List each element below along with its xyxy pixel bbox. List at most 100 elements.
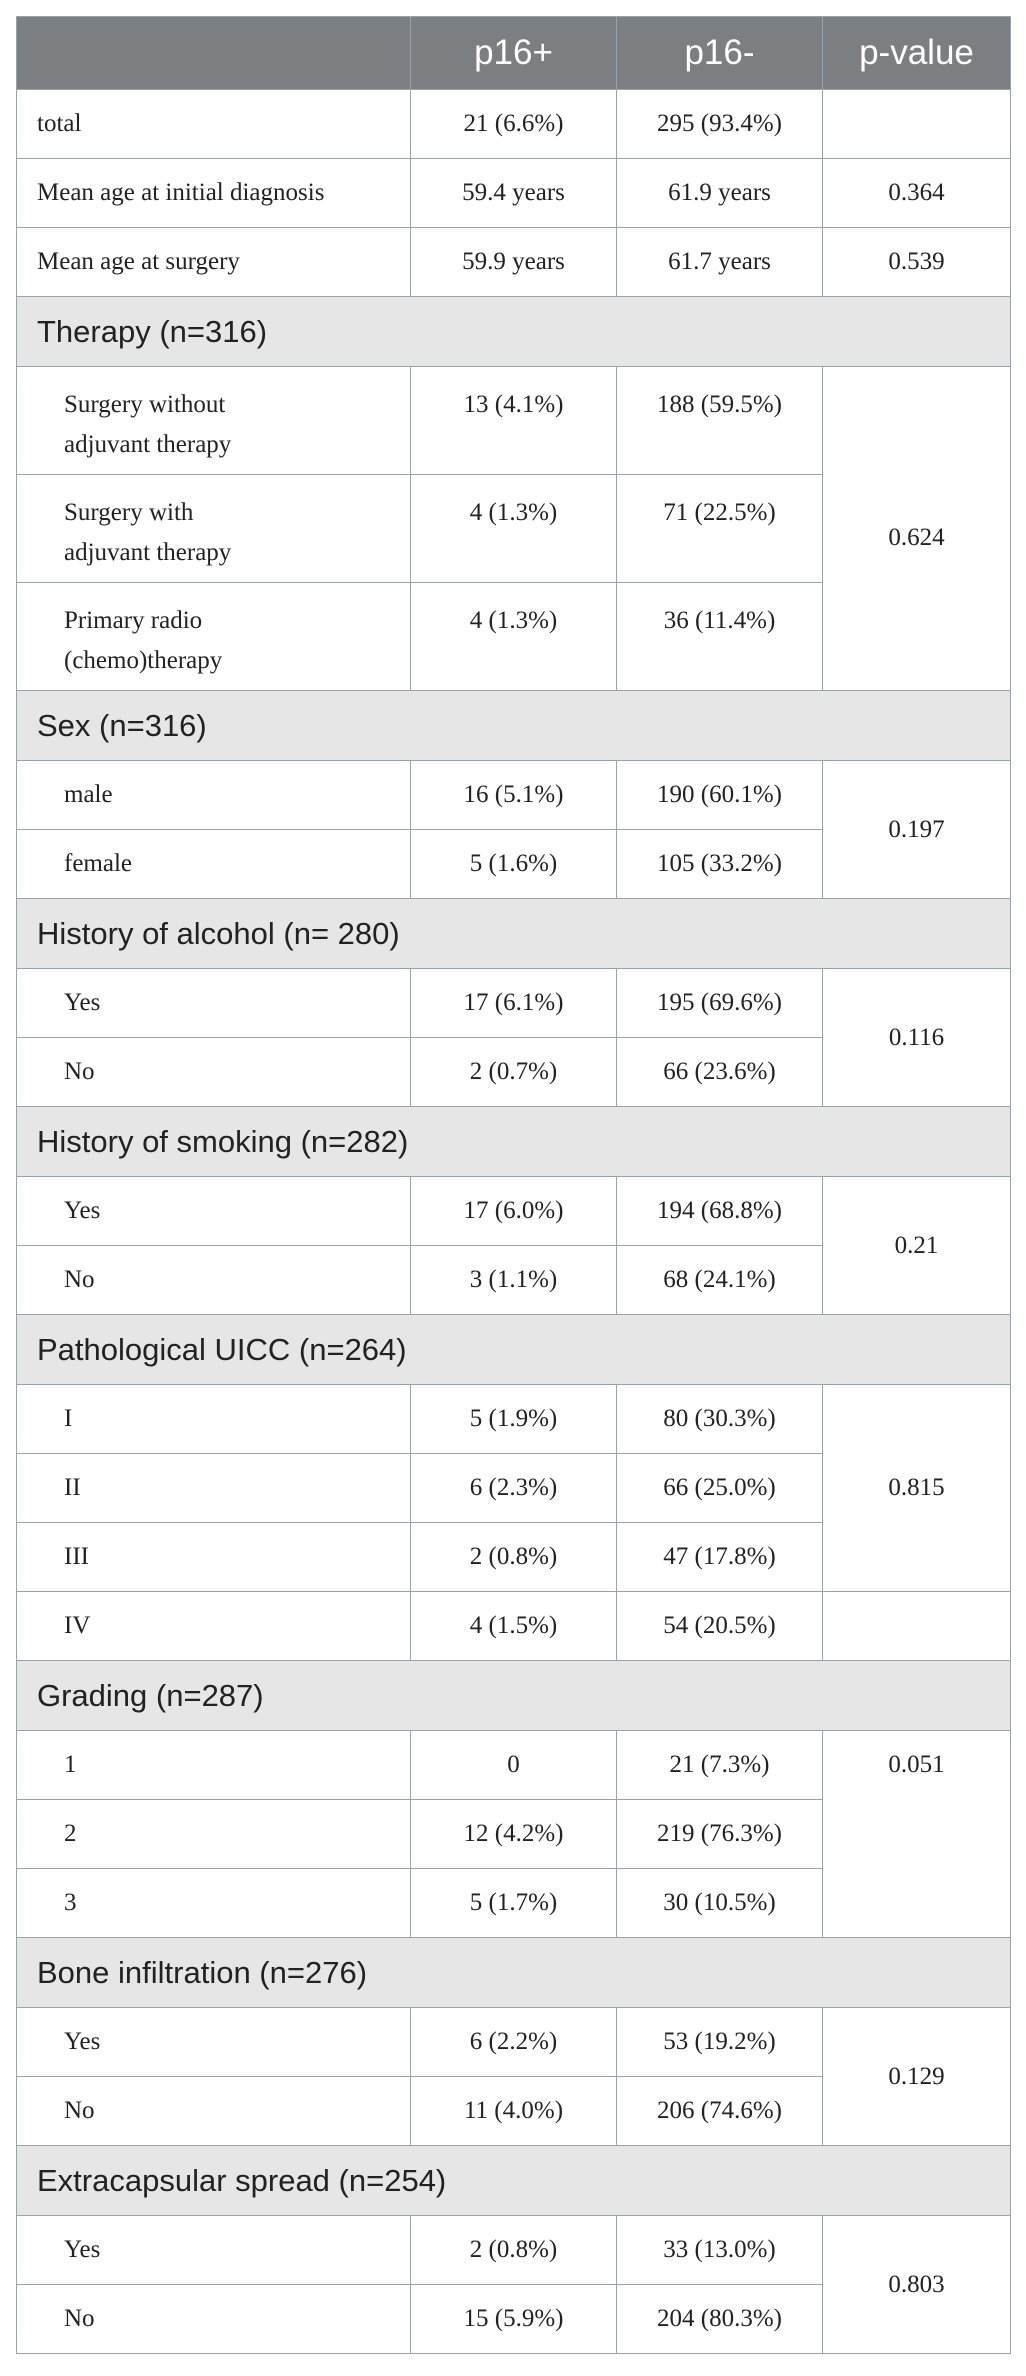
p16-positive-value: 3 (1.1%) (410, 1245, 617, 1315)
p16-positive-value: 2 (0.8%) (410, 2215, 617, 2285)
p16-negative-value: 295 (93.4%) (616, 89, 823, 159)
row-label: No (16, 1245, 411, 1315)
p-value-cell (822, 89, 1011, 159)
table-row: II 6 (2.3%) 66 (25.0%) (16, 1453, 1011, 1523)
section-header-bone-infiltration: Bone infiltration (n=276) (16, 1937, 1011, 2008)
row-label: 2 (16, 1799, 411, 1869)
section-header-uicc: Pathological UICC (n=264) (16, 1314, 1011, 1385)
p16-negative-value: 61.9 years (616, 158, 823, 228)
row-label: female (16, 829, 411, 899)
p16-positive-value: 15 (5.9%) (410, 2284, 617, 2354)
header-p16-positive: p16+ (410, 16, 617, 90)
p16-comparison-table: p16+ p16- p-value total 21 (6.6%) 295 (9… (16, 16, 1011, 2354)
row-label: IV (16, 1591, 411, 1661)
p16-positive-value: 4 (1.3%) (410, 474, 617, 583)
p16-positive-value: 59.4 years (410, 158, 617, 228)
row-label: Yes (16, 968, 411, 1038)
p16-negative-value: 105 (33.2%) (616, 829, 823, 899)
section-title: Sex (n=316) (16, 690, 1011, 761)
p16-negative-value: 204 (80.3%) (616, 2284, 823, 2354)
row-label-line-2: adjuvant therapy (64, 431, 232, 458)
section-title: Pathological UICC (n=264) (16, 1314, 1011, 1385)
p16-negative-value: 53 (19.2%) (616, 2007, 823, 2077)
row-label: No (16, 2284, 411, 2354)
table-row: Yes 6 (2.2%) 53 (19.2%) 0.129 (16, 2007, 1011, 2146)
row-label: No (16, 1037, 411, 1107)
row-label: II (16, 1453, 411, 1523)
table-row: Mean age at surgery 59.9 years 61.7 year… (16, 227, 1011, 297)
section-title: Bone infiltration (n=276) (16, 1937, 1011, 2008)
p16-negative-value: 30 (10.5%) (616, 1868, 823, 1938)
p16-positive-value: 17 (6.1%) (410, 968, 617, 1038)
section-header-extracapsular-spread: Extracapsular spread (n=254) (16, 2145, 1011, 2216)
table-row: 3 5 (1.7%) 30 (10.5%) (16, 1868, 1011, 1938)
table-row: No 11 (4.0%) 206 (74.6%) (16, 2076, 1011, 2146)
p-value-cell: 0.539 (822, 227, 1011, 297)
row-label: 3 (16, 1868, 411, 1938)
p16-positive-value: 4 (1.5%) (410, 1591, 617, 1661)
table-row: total 21 (6.6%) 295 (93.4%) (16, 89, 1011, 159)
p16-positive-value: 5 (1.6%) (410, 829, 617, 899)
section-header-therapy: Therapy (n=316) (16, 296, 1011, 367)
row-label: male (16, 760, 411, 830)
row-label: Yes (16, 2007, 411, 2077)
p16-negative-value: 33 (13.0%) (616, 2215, 823, 2285)
row-label: Surgery without adjuvant therapy (16, 366, 411, 475)
p16-positive-value: 0 (410, 1730, 617, 1800)
row-label: Mean age at initial diagnosis (16, 158, 411, 228)
table-row: female 5 (1.6%) 105 (33.2%) (16, 829, 1011, 899)
row-label: total (16, 89, 411, 159)
p16-positive-value: 5 (1.7%) (410, 1868, 617, 1938)
p16-positive-value: 2 (0.7%) (410, 1037, 617, 1107)
p16-negative-value: 61.7 years (616, 227, 823, 297)
table-row: I 5 (1.9%) 80 (30.3%) 0.815 (16, 1384, 1011, 1592)
section-title: Therapy (n=316) (16, 296, 1011, 367)
p16-positive-value: 6 (2.2%) (410, 2007, 617, 2077)
p16-positive-value: 5 (1.9%) (410, 1384, 617, 1454)
p16-negative-value: 68 (24.1%) (616, 1245, 823, 1315)
p16-positive-value: 17 (6.0%) (410, 1176, 617, 1246)
p-value-cell: 0.129 (822, 2007, 1011, 2146)
section-title: History of smoking (n=282) (16, 1106, 1011, 1177)
table-row: Yes 2 (0.8%) 33 (13.0%) 0.803 (16, 2215, 1011, 2354)
p16-negative-value: 219 (76.3%) (616, 1799, 823, 1869)
row-label: Mean age at surgery (16, 227, 411, 297)
section-header-alcohol: History of alcohol (n= 280) (16, 898, 1011, 969)
p16-positive-value: 6 (2.3%) (410, 1453, 617, 1523)
table-row: 2 12 (4.2%) 219 (76.3%) (16, 1799, 1011, 1869)
p16-negative-value: 66 (25.0%) (616, 1453, 823, 1523)
p16-negative-value: 80 (30.3%) (616, 1384, 823, 1454)
p16-negative-value: 190 (60.1%) (616, 760, 823, 830)
p16-negative-value: 36 (11.4%) (616, 582, 823, 691)
section-header-sex: Sex (n=316) (16, 690, 1011, 761)
table-row: Mean age at initial diagnosis 59.4 years… (16, 158, 1011, 228)
section-title: History of alcohol (n= 280) (16, 898, 1011, 969)
p16-negative-value: 194 (68.8%) (616, 1176, 823, 1246)
p16-negative-value: 206 (74.6%) (616, 2076, 823, 2146)
table-row: Surgery without adjuvant therapy 13 (4.1%… (16, 366, 1011, 691)
row-label-line-2: adjuvant therapy (64, 539, 232, 566)
p-value-empty-cell (822, 1591, 1011, 1661)
p16-positive-value: 12 (4.2%) (410, 1799, 617, 1869)
p-value-cell: 0.815 (822, 1384, 1011, 1592)
row-label-line-1: Primary radio (64, 607, 203, 634)
p16-positive-value: 13 (4.1%) (410, 366, 617, 475)
p-value-cell: 0.624 (822, 366, 1011, 691)
p-value-cell: 0.051 (822, 1730, 1011, 1938)
p16-negative-value: 54 (20.5%) (616, 1591, 823, 1661)
p16-negative-value: 21 (7.3%) (616, 1730, 823, 1800)
row-label: No (16, 2076, 411, 2146)
row-label-line-1: Surgery without (64, 391, 226, 418)
p16-negative-value: 66 (23.6%) (616, 1037, 823, 1107)
section-header-grading: Grading (n=287) (16, 1660, 1011, 1731)
header-p16-negative: p16- (616, 16, 823, 90)
p16-negative-value: 71 (22.5%) (616, 474, 823, 583)
row-label: Primary radio (chemo)therapy (16, 582, 411, 691)
p16-negative-value: 188 (59.5%) (616, 366, 823, 475)
p16-positive-value: 59.9 years (410, 227, 617, 297)
p-value-cell: 0.803 (822, 2215, 1011, 2354)
table-row: 1 0 21 (7.3%) 0.051 (16, 1730, 1011, 1938)
p-value-cell: 0.197 (822, 760, 1011, 899)
row-label: I (16, 1384, 411, 1454)
row-label: Yes (16, 2215, 411, 2285)
